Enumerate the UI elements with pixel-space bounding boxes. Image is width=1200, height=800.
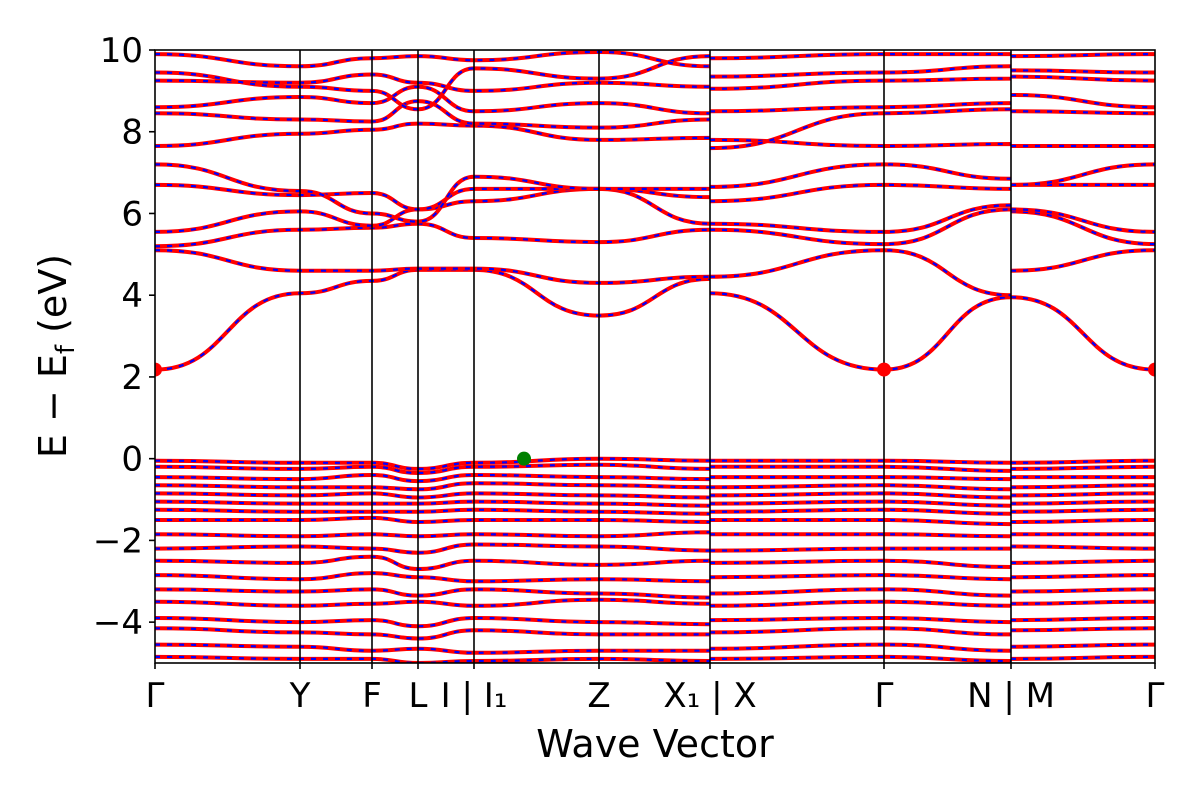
y-axis-label: E − Ef (eV) bbox=[31, 254, 81, 458]
cbm-marker bbox=[877, 362, 891, 377]
x-tick-label: N | M bbox=[967, 676, 1055, 716]
x-tick-label: L bbox=[409, 676, 428, 716]
plot-frame bbox=[154, 49, 1156, 664]
band-6-dashed bbox=[155, 163, 1155, 223]
x-tick-label: X₁ | X bbox=[663, 676, 756, 716]
y-tick-label: −2 bbox=[93, 521, 143, 561]
y-axis-label-main: E − E bbox=[31, 354, 75, 458]
band-3-dashed bbox=[155, 208, 1155, 248]
band-9-dashed bbox=[155, 85, 1155, 115]
vbm-marker bbox=[517, 451, 531, 466]
band-4-dashed bbox=[155, 187, 1155, 234]
y-tick-label: 4 bbox=[121, 276, 143, 316]
y-tick-label: 6 bbox=[121, 194, 143, 234]
y-tick-label: 0 bbox=[121, 440, 143, 480]
y-axis-label-subscript: f bbox=[51, 344, 81, 354]
band-6 bbox=[155, 162, 1155, 224]
x-tick-label: F bbox=[362, 676, 382, 716]
y-tick-label: 10 bbox=[100, 31, 143, 71]
x-tick-label: Z bbox=[587, 676, 610, 716]
x-tick-label: Γ bbox=[875, 676, 894, 716]
y-tick-label: 2 bbox=[121, 358, 143, 398]
x-tick-label: Y bbox=[289, 676, 311, 716]
x-tick-label: I | I₁ bbox=[441, 676, 508, 716]
band-3 bbox=[155, 207, 1155, 249]
band-11 bbox=[155, 54, 1155, 112]
plot-background bbox=[155, 50, 1155, 663]
y-axis-ticks: −4 −2 0 2 4 6 8 10 bbox=[93, 31, 155, 643]
y-axis-label-unit: (eV) bbox=[31, 254, 75, 345]
x-tick-label: Γ bbox=[146, 676, 165, 716]
markers-layer bbox=[155, 362, 1155, 466]
x-tick-label: Γ bbox=[1146, 676, 1165, 716]
x-axis-label: Wave Vector bbox=[536, 722, 774, 766]
y-tick-label: 8 bbox=[121, 113, 143, 153]
kpath-lines bbox=[299, 50, 1012, 663]
cbm-marker bbox=[155, 362, 162, 377]
band-11-dashed bbox=[155, 55, 1155, 111]
y-tick-label: −4 bbox=[93, 603, 143, 643]
cbm-marker bbox=[1148, 362, 1155, 377]
